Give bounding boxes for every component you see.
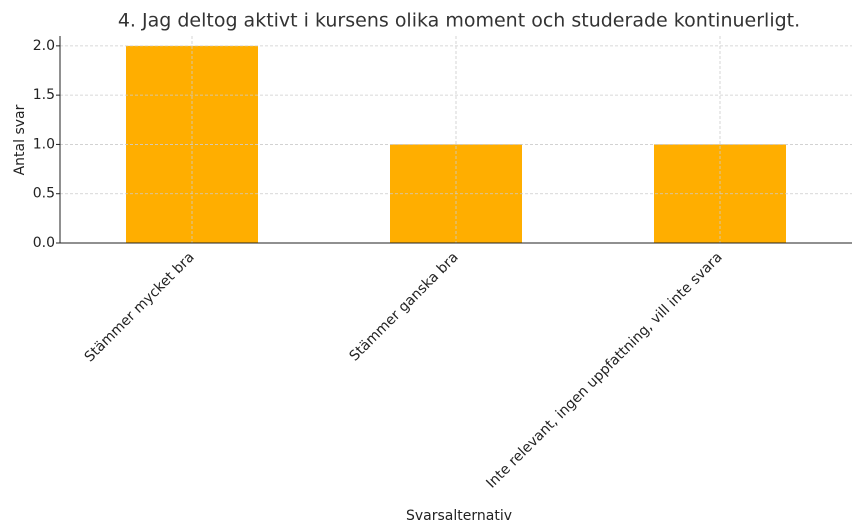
y-tick-label: 2.0 — [33, 38, 55, 54]
x-tick-label: Stämmer ganska bra — [347, 249, 462, 364]
y-tick-label: 1.5 — [33, 87, 55, 103]
y-tick-label: 1.0 — [33, 136, 55, 152]
x-tick-label: Stämmer mycket bra — [82, 249, 198, 365]
y-tick-label: 0.5 — [33, 186, 55, 202]
chart-title: 4. Jag deltog aktivt i kursens olika mom… — [118, 10, 800, 32]
y-axis-label: Antal svar — [12, 104, 28, 175]
y-tick-label: 0.0 — [33, 235, 55, 251]
x-axis-label: Svarsalternativ — [406, 508, 512, 524]
x-tick-label: Inte relevant, ingen uppfattning, vill i… — [483, 249, 725, 491]
